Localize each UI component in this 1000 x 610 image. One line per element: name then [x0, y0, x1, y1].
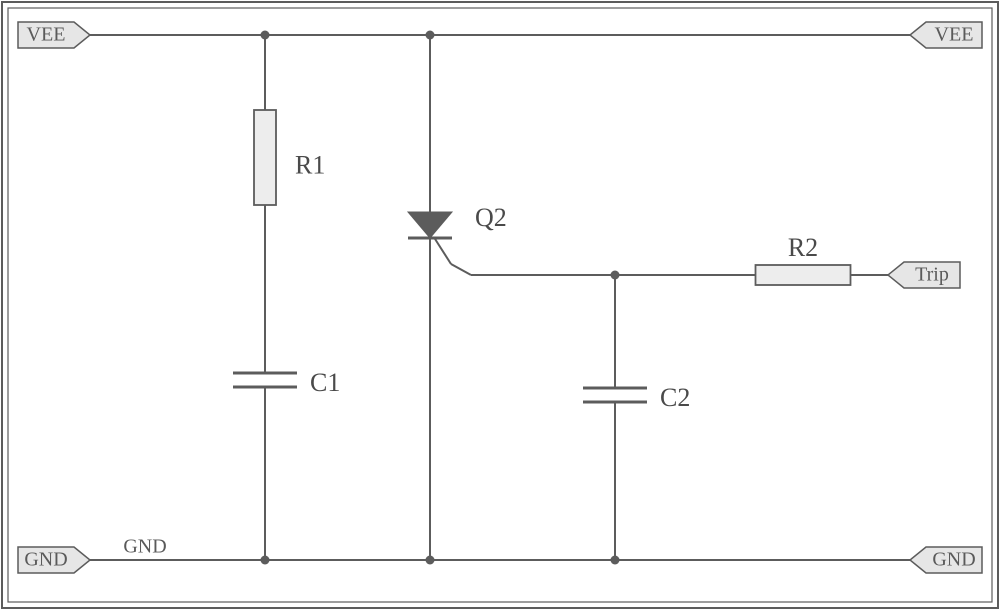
net-trip: Trip — [888, 262, 960, 288]
net-gnd-right: GND — [910, 547, 982, 573]
c1-label: C1 — [310, 368, 340, 397]
svg-text:GND: GND — [932, 549, 975, 571]
outer-border — [2, 2, 998, 608]
gnd-wire-label: GND — [123, 536, 166, 558]
svg-text:GND: GND — [24, 549, 67, 571]
q2-label: Q2 — [475, 203, 507, 232]
svg-text:VEE: VEE — [935, 24, 974, 46]
svg-text:Trip: Trip — [915, 264, 949, 286]
svg-text:VEE: VEE — [27, 24, 66, 46]
r1-label: R1 — [295, 150, 325, 179]
net-gnd-left: GND — [18, 547, 90, 573]
circuit-schematic: VEE VEE GND GND GND R1 C1 Q2 C2 R2 Trip — [0, 0, 1000, 610]
net-vee-left: VEE — [18, 22, 90, 48]
r2-label: R2 — [788, 233, 818, 262]
c2-label: C2 — [660, 383, 690, 412]
net-vee-right: VEE — [910, 22, 982, 48]
